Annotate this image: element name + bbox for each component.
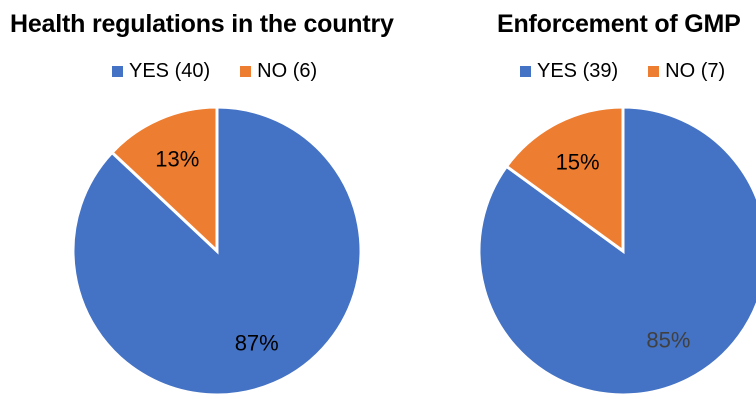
legend: YES (39) NO (7) bbox=[520, 60, 755, 83]
pie-slice-yes bbox=[477, 105, 756, 394]
data-label-yes: 87% bbox=[235, 330, 279, 355]
legend-label-no: NO (7) bbox=[665, 60, 726, 82]
legend-swatch-no bbox=[648, 66, 660, 77]
data-label-yes: 85% bbox=[646, 328, 690, 353]
pie-slice-no bbox=[109, 105, 219, 255]
chart-health-regulations: Health regulations in the country YES (4… bbox=[10, 10, 394, 394]
pie-slice-yes bbox=[71, 105, 363, 394]
pie-slice-no bbox=[504, 105, 625, 254]
legend-swatch-no bbox=[240, 66, 252, 77]
chart-title: Enforcement of GMP bbox=[497, 10, 741, 38]
pie-chart: 85% 15% bbox=[477, 105, 756, 394]
legend-swatch-yes bbox=[520, 66, 531, 77]
legend-label-yes: YES (39) bbox=[537, 60, 619, 82]
legend-label-yes: YES (40) bbox=[129, 60, 211, 82]
data-label-no: 13% bbox=[155, 147, 199, 172]
data-label-no: 15% bbox=[556, 149, 600, 174]
legend-entry-no: NO (7) bbox=[648, 60, 725, 83]
legend-entry-no: NO (6) bbox=[240, 60, 317, 83]
legend-swatch-yes bbox=[112, 66, 123, 77]
chart-title: Health regulations in the country bbox=[10, 10, 394, 38]
chart-enforcement-gmp: Enforcement of GMP YES (39) NO (7) 85% 15… bbox=[440, 0, 756, 394]
legend-label-no: NO (6) bbox=[257, 60, 318, 82]
legend-entry-yes: YES (39) bbox=[520, 60, 618, 83]
legend: YES (40) NO (6) bbox=[112, 60, 347, 83]
legend-entry-yes: YES (40) bbox=[112, 60, 210, 83]
pie-chart: 87% 13% bbox=[71, 105, 363, 394]
